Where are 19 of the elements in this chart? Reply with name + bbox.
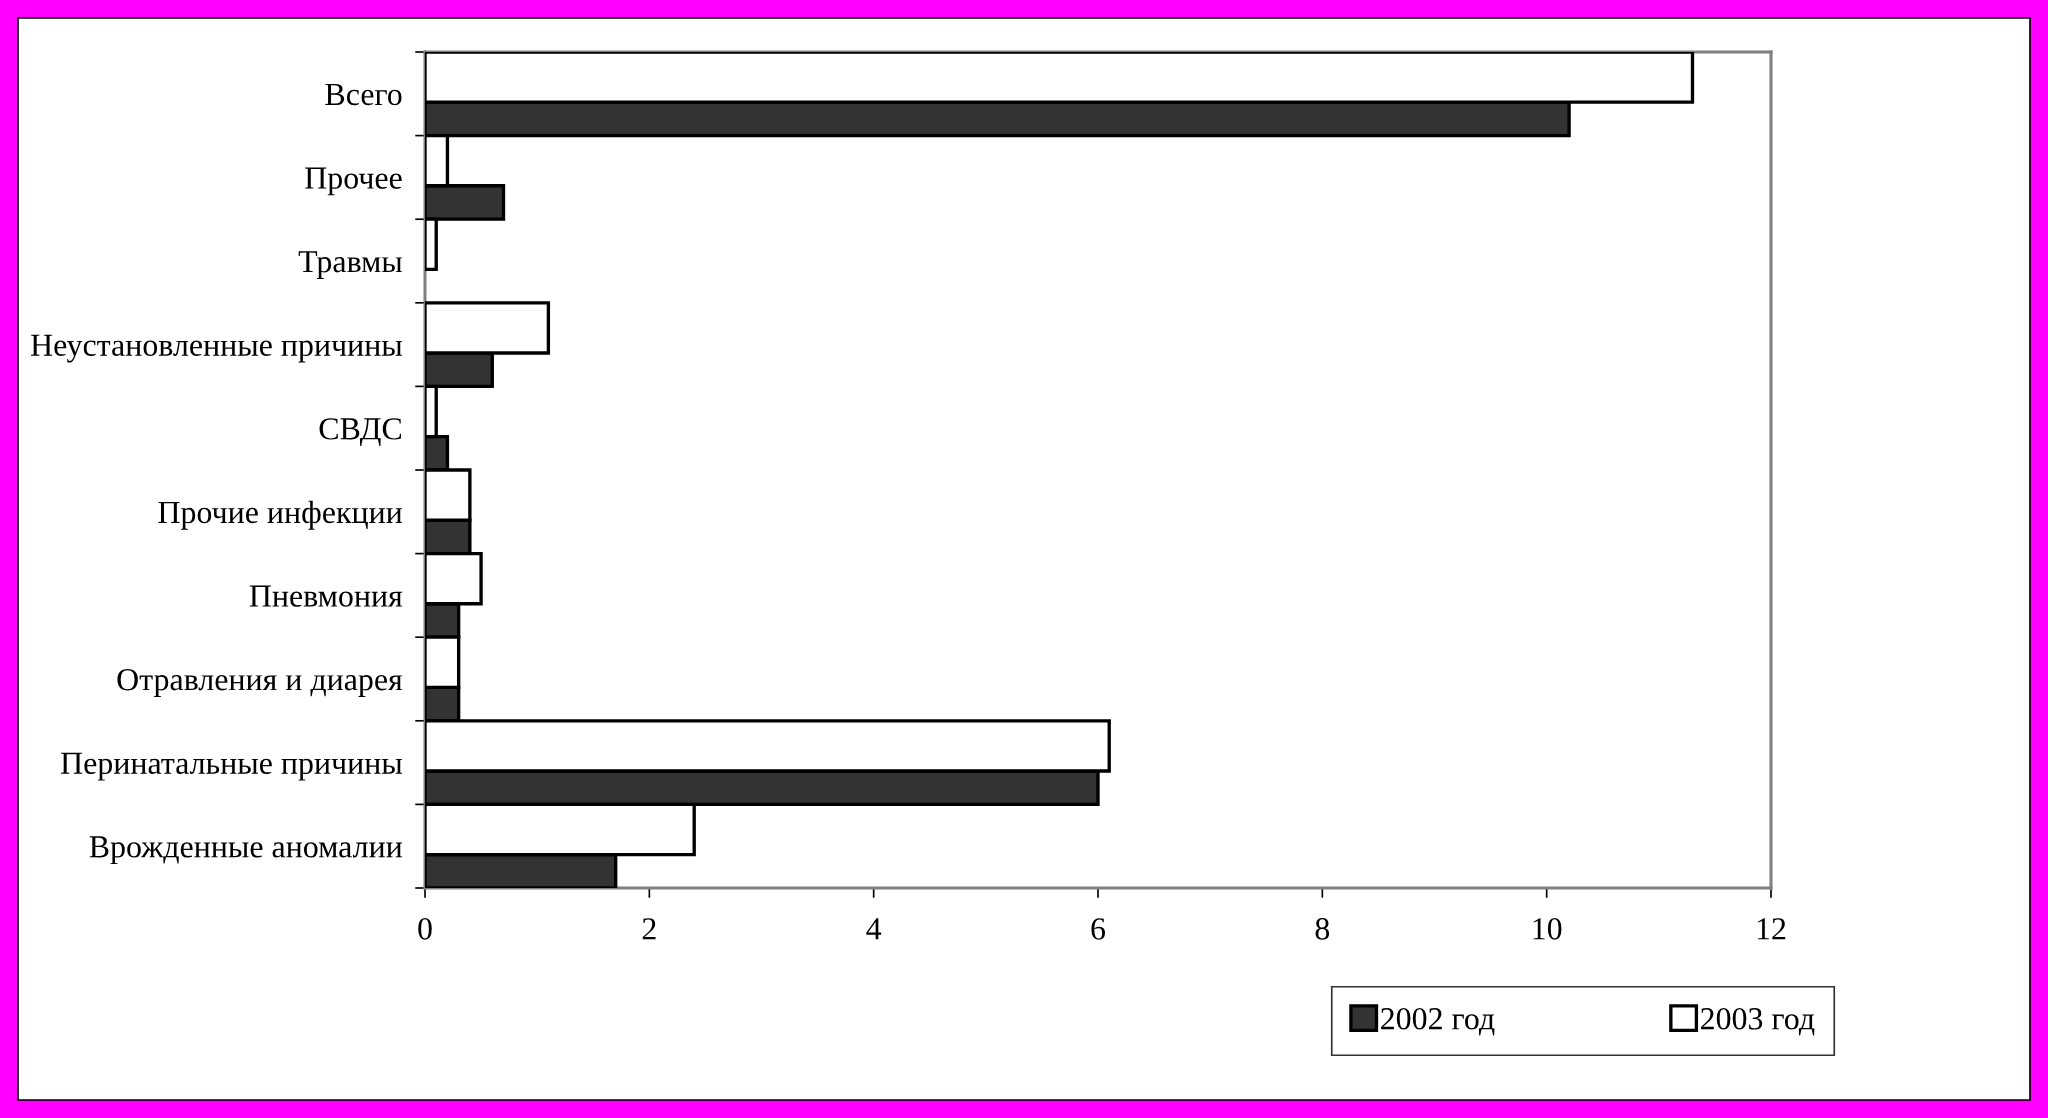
y-tick-label: Прочие инфекции: [158, 500, 403, 530]
x-tick-label: 6: [1091, 918, 1106, 940]
y-tick-label: Неустановленные причины: [31, 334, 403, 363]
y-tick-label: Пневмония: [249, 585, 403, 607]
x-tick-label: 10: [1533, 918, 1562, 940]
x-tick-label: 2: [642, 918, 656, 940]
y-tick-label: Врожденные аномалии: [89, 836, 403, 865]
x-tick-label: 4: [866, 918, 882, 940]
x-tick-label: 8: [1315, 918, 1330, 940]
legend-label: 2003 год: [1701, 1008, 1815, 1036]
legend-label: 2002 год: [1381, 1008, 1495, 1036]
y-tick-label: Отравления и диарея: [117, 668, 403, 697]
y-tick-label: Травмы: [298, 251, 403, 279]
y-tick-label: Перинатальные причины: [61, 752, 403, 781]
y-tick-label: Прочее: [305, 167, 402, 196]
x-tick-label: 12: [1757, 918, 1786, 940]
y-tick-label: СВДС: [319, 418, 402, 447]
x-tick-label: 0: [418, 918, 432, 940]
y-tick-label: Всего: [325, 83, 402, 106]
